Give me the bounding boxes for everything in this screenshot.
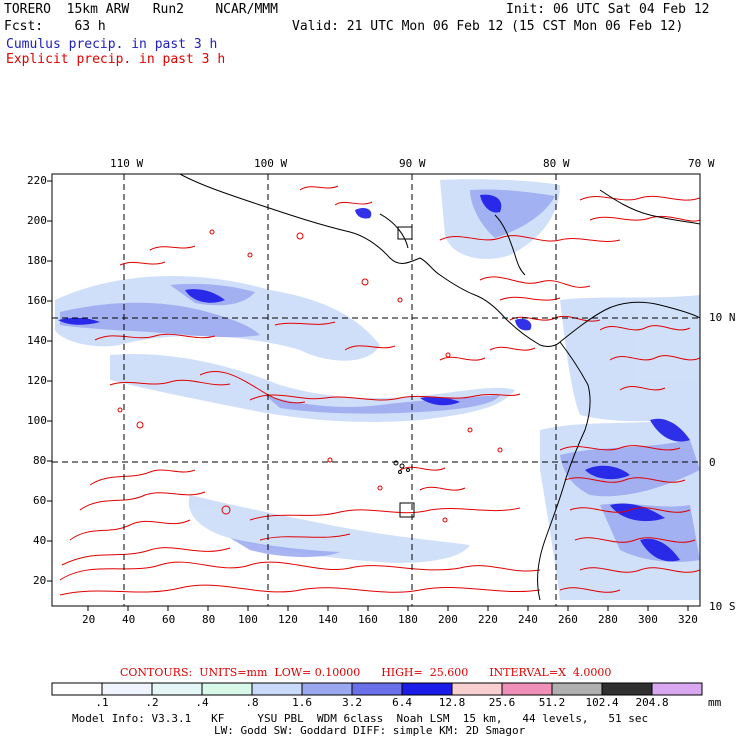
lon-label-70w: 70 W: [688, 157, 715, 170]
lon-label-90w: 90 W: [399, 157, 426, 170]
legend-cell: [651, 682, 703, 696]
x-tick: 180: [398, 613, 418, 626]
valid-time: Valid: 21 UTC Mon 06 Feb 12 (15 CST Mon …: [292, 19, 684, 34]
model-title: TORERO 15km ARW Run2 NCAR/MMM: [4, 2, 278, 17]
y-tick: 160: [27, 294, 47, 307]
legend-cell: [501, 682, 553, 696]
lon-label-100w: 100 W: [254, 157, 288, 170]
legend-colorbar: [51, 682, 703, 696]
legend-label: .1: [95, 696, 109, 709]
legend-cell: [51, 682, 103, 696]
init-time: Init: 06 UTC Sat 04 Feb 12: [506, 2, 710, 17]
x-tick: 20: [82, 613, 96, 626]
legend-cell: [451, 682, 503, 696]
model-info: Model Info: V3.3.1 KF YSU PBL WDM 6class…: [72, 712, 649, 725]
lat-label-10n: 10 N: [709, 311, 736, 324]
precip-field: [55, 174, 700, 601]
lon-label-110w: 110 W: [110, 157, 144, 170]
y-tick: 120: [27, 374, 47, 387]
legend-cell: [301, 682, 353, 696]
legend-cell: [401, 682, 453, 696]
legend-label: 3.2: [342, 696, 362, 709]
legend-cell: [351, 682, 403, 696]
legend-label: .4: [195, 696, 209, 709]
legend-label: .2: [145, 696, 159, 709]
x-tick: 220: [478, 613, 498, 626]
y-tick: 140: [27, 334, 47, 347]
x-tick: 320: [678, 613, 698, 626]
x-tick: 80: [202, 613, 216, 626]
y-tick: 80: [33, 454, 47, 467]
legend-unit: mm: [708, 696, 722, 709]
legend-cell: [151, 682, 203, 696]
y-tick: 200: [27, 214, 47, 227]
legend-label: 204.8: [635, 696, 669, 709]
x-tick: 200: [438, 613, 458, 626]
y-tick: 60: [33, 494, 47, 507]
legend-cell: [551, 682, 603, 696]
legend-label: 25.6: [488, 696, 516, 709]
cumulus-precip-label: Cumulus precip. in past 3 h: [6, 37, 218, 52]
legend-label: 102.4: [585, 696, 619, 709]
x-tick: 280: [598, 613, 618, 626]
legend-label: 51.2: [538, 696, 566, 709]
legend-cell: [101, 682, 153, 696]
y-tick: 100: [27, 414, 47, 427]
map-frame: [51, 173, 701, 607]
explicit-precip-label: Explicit precip. in past 3 h: [6, 52, 226, 67]
lat-label-0: 0: [709, 456, 716, 469]
x-tick: 100: [238, 613, 258, 626]
x-tick: 260: [558, 613, 578, 626]
legend-cell: [601, 682, 653, 696]
y-tick: 20: [33, 574, 47, 587]
x-tick: 160: [358, 613, 378, 626]
x-tick: 240: [518, 613, 538, 626]
legend-cell: [201, 682, 253, 696]
forecast-hour: Fcst: 63 h: [4, 19, 106, 34]
latlon-grid: [52, 174, 700, 606]
legend-cell: [251, 682, 303, 696]
contours-info: CONTOURS: UNITS=mm LOW= 0.10000 HIGH= 25…: [120, 666, 612, 679]
x-tick: 120: [278, 613, 298, 626]
legend-label: 12.8: [438, 696, 466, 709]
y-tick: 220: [27, 174, 47, 187]
y-tick: 40: [33, 534, 47, 547]
legend-label: .8: [245, 696, 259, 709]
x-tick: 140: [318, 613, 338, 626]
lat-label-10s: 10 S: [709, 600, 736, 613]
lon-label-80w: 80 W: [543, 157, 570, 170]
axis-ticks: [47, 180, 689, 611]
legend-label: 1.6: [292, 696, 312, 709]
x-tick: 60: [162, 613, 176, 626]
x-tick: 40: [122, 613, 136, 626]
x-tick: 300: [638, 613, 658, 626]
physics-info: LW: Godd SW: Goddard DIFF: simple KM: 2D…: [214, 724, 526, 737]
legend-label: 6.4: [392, 696, 412, 709]
y-tick: 180: [27, 254, 47, 267]
